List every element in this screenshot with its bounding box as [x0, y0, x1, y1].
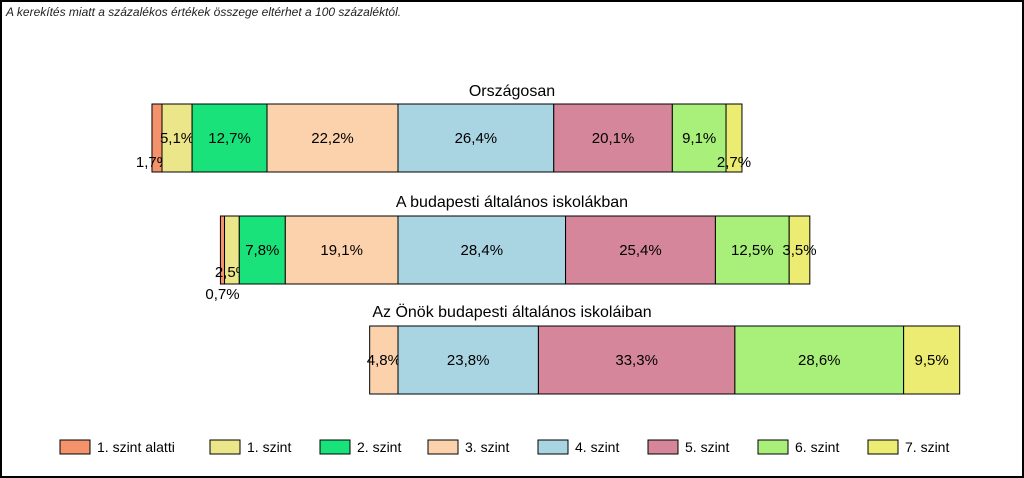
data-label: 12,5% — [731, 242, 774, 259]
data-label: 33,3% — [615, 352, 658, 369]
legend-swatch — [537, 439, 569, 455]
bar-segment — [191, 103, 268, 173]
legend-label: 4. szint — [575, 439, 619, 455]
bar-segment — [266, 103, 399, 173]
data-label: 0,7% — [205, 286, 239, 303]
bar-segment — [788, 215, 811, 285]
legend-label: 3. szint — [465, 439, 509, 455]
legend-label: 7. szint — [905, 439, 949, 455]
bar-segment — [161, 103, 193, 173]
data-label: 4,8% — [367, 352, 401, 369]
data-label: 22,2% — [311, 130, 354, 147]
legend-swatch — [867, 439, 899, 455]
bar-segment — [671, 103, 727, 173]
bar-segment — [397, 103, 555, 173]
legend-swatch — [647, 439, 679, 455]
data-label: 20,1% — [592, 130, 635, 147]
legend-swatch — [427, 439, 459, 455]
legend-label: 1. szint — [247, 439, 291, 455]
row-title: Országosan — [469, 83, 555, 100]
data-label: 12,7% — [208, 130, 251, 147]
data-label: 5,1% — [160, 130, 194, 147]
bar-segment — [903, 325, 961, 395]
data-label: 3,5% — [782, 242, 816, 259]
data-label: 28,4% — [461, 242, 504, 259]
data-label: 28,6% — [798, 352, 841, 369]
bar-segment — [553, 103, 673, 173]
bar-segment — [565, 215, 716, 285]
legend-label: 6. szint — [795, 439, 839, 455]
bar-segment — [725, 103, 743, 173]
data-label: 19,1% — [320, 242, 363, 259]
bar-segment — [284, 215, 399, 285]
legend-swatch — [59, 439, 91, 455]
data-label: 26,4% — [455, 130, 498, 147]
bar-segment — [537, 325, 736, 395]
legend-swatch — [757, 439, 789, 455]
legend-label: 1. szint alatti — [97, 439, 175, 455]
data-label: 7,8% — [245, 242, 279, 259]
data-label: 23,8% — [447, 352, 490, 369]
bar-segment — [714, 215, 790, 285]
data-label: 9,1% — [682, 130, 716, 147]
data-label: 9,5% — [915, 352, 949, 369]
row-title: A budapesti általános iskolákban — [396, 194, 628, 211]
bar-segment — [238, 215, 286, 285]
row-title: Az Önök budapesti általános iskoláiban — [372, 303, 651, 321]
legend-label: 2. szint — [357, 439, 401, 455]
bar-segment — [397, 215, 567, 285]
data-label: 2,7% — [717, 154, 751, 171]
legend-swatch — [209, 439, 241, 455]
bar-segment — [369, 325, 399, 395]
legend-label: 5. szint — [685, 439, 729, 455]
rounding-note: A kerekítés miatt a százalékos értékek ö… — [6, 5, 402, 19]
bar-segment — [397, 325, 539, 395]
bar-segment — [734, 325, 905, 395]
legend-swatch — [319, 439, 351, 455]
data-label: 25,4% — [619, 242, 662, 259]
